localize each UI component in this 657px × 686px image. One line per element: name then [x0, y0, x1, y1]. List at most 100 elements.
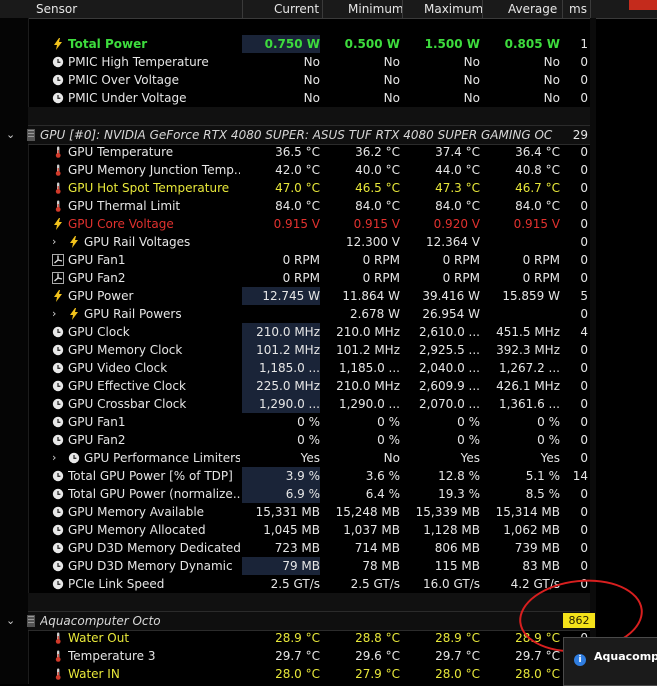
sensor-label: GPU Fan2 — [68, 433, 126, 447]
subgroup-row[interactable]: › GPU Rail Powers 2.678 W 26.954 W 0 — [28, 305, 590, 323]
sensor-label: GPU Performance Limiters — [84, 451, 240, 465]
avg-value-cell: 40.8 °C — [515, 163, 560, 177]
max-value-cell: 12.364 V — [425, 235, 480, 249]
sensor-row[interactable]: GPU D3D Memory Dynamic 79 MB 78 MB 115 MB 83… — [28, 557, 590, 575]
sensor-row[interactable]: PMIC High Temperature No No No No 0 — [28, 53, 590, 71]
bolt-icon — [52, 218, 64, 230]
thermometer-icon — [52, 182, 64, 194]
clock-icon — [52, 578, 64, 590]
ms-cell: 0 — [580, 271, 588, 285]
min-value-cell: 101.2 MHz — [336, 343, 400, 357]
polling-badge: 862 — [563, 613, 595, 628]
column-maximum[interactable]: Maximum — [424, 2, 484, 16]
sensor-row[interactable]: PMIC Under Voltage No No No No 0 — [28, 89, 590, 107]
scrollbar[interactable] — [590, 18, 596, 684]
column-sensor[interactable]: Sensor — [36, 2, 78, 16]
clock-icon — [52, 488, 64, 500]
cur-value-cell: 3.9 % — [242, 467, 320, 485]
max-value-cell: 115 MB — [434, 559, 480, 573]
sensor-label: GPU Hot Spot Temperature — [68, 181, 230, 195]
cur-value-cell: 225.0 MHz — [242, 377, 320, 395]
min-value-cell: 11.864 W — [342, 289, 400, 303]
sensor-row[interactable]: GPU Memory Available 15,331 MB 15,248 MB 15… — [28, 503, 590, 521]
sensor-row[interactable]: GPU Fan1 0 % 0 % 0 % 0 % 0 — [28, 413, 590, 431]
column-ms[interactable]: ms — [569, 2, 587, 16]
min-value-cell: 0 % — [377, 415, 400, 429]
sensor-row[interactable]: GPU Fan1 0 RPM 0 RPM 0 RPM 0 RPM 0 — [28, 251, 590, 269]
sensor-row[interactable]: GPU Effective Clock 225.0 MHz 210.0 MHz 2,6… — [28, 377, 590, 395]
chevron-right-icon[interactable]: › — [52, 235, 57, 248]
min-value-cell: 46.5 °C — [355, 181, 400, 195]
chevron-right-icon[interactable]: › — [52, 307, 57, 320]
sensor-label: Water IN — [68, 667, 120, 681]
min-value-cell: 1,290.0 ... — [338, 397, 400, 411]
sensor-row[interactable]: GPU Fan2 0 % 0 % 0 % 0 % 0 — [28, 431, 590, 449]
subgroup-row[interactable]: › GPU Performance Limiters Yes No Yes Yes 0 — [28, 449, 590, 467]
group-row[interactable]: ⌄ GPU [#0]: NVIDIA GeForce RTX 4080 SUPER… — [6, 125, 590, 145]
sensor-row[interactable]: GPU Core Voltage 0.915 V 0.915 V 0.920 V 0.9… — [28, 215, 590, 233]
ms-cell: 14 — [572, 469, 588, 483]
sensor-row[interactable]: GPU Temperature 36.5 °C 36.2 °C 37.4 °C 36.4… — [28, 143, 590, 161]
sensor-row[interactable]: GPU Memory Clock 101.2 MHz 101.2 MHz 2,925.… — [28, 341, 590, 359]
min-value-cell: 1,037 MB — [343, 523, 400, 537]
min-value-cell: 12.300 V — [345, 235, 400, 249]
column-average[interactable]: Average — [508, 2, 558, 16]
sensor-row[interactable]: GPU Crossbar Clock 1,290.0 ... 1,290.0 ...… — [28, 395, 590, 413]
avg-value-cell: 28.9 °C — [515, 631, 560, 645]
sensor-row[interactable]: GPU Clock 210.0 MHz 210.0 MHz 2,610.0 ... 45… — [28, 323, 590, 341]
avg-value-cell: No — [543, 91, 560, 105]
sensor-row[interactable]: GPU Memory Junction Temp... 42.0 °C 40.0 °… — [28, 161, 590, 179]
chevron-down-icon[interactable]: ⌄ — [6, 128, 16, 141]
group-row[interactable]: ⌄ Aquacomputer Octo — [6, 611, 590, 631]
cur-value-cell: 0 % — [297, 433, 320, 447]
close-button[interactable] — [629, 0, 657, 10]
avg-value-cell: 392.3 MHz — [496, 343, 560, 357]
sensor-row[interactable]: PCIe Link Speed 2.5 GT/s 2.5 GT/s 16.0 GT/s… — [28, 575, 590, 593]
avg-value-cell: 8.5 % — [525, 487, 560, 501]
sensor-label: PCIe Link Speed — [68, 577, 165, 591]
ms-cell: 0 — [580, 145, 588, 159]
sensor-row[interactable]: GPU Thermal Limit 84.0 °C 84.0 °C 84.0 °C 84… — [28, 197, 590, 215]
clock-icon — [52, 326, 64, 338]
ms-cell: 0 — [580, 73, 588, 87]
sensor-label: GPU Fan1 — [68, 253, 126, 267]
thermometer-icon — [52, 668, 64, 680]
sensor-label: GPU Crossbar Clock — [68, 397, 187, 411]
ms-cell: 0 — [580, 505, 588, 519]
clock-icon — [52, 398, 64, 410]
sensor-row[interactable]: Temperature 3 29.7 °C 29.6 °C 29.7 °C 29.7 °… — [28, 647, 590, 665]
sensor-row[interactable]: PMIC Over Voltage No No No No 0 — [28, 71, 590, 89]
info-icon: i — [574, 654, 586, 666]
chevron-right-icon[interactable]: › — [52, 451, 57, 464]
sensor-label: GPU Core Voltage — [68, 217, 174, 231]
sensor-row[interactable]: GPU D3D Memory Dedicated 723 MB 714 MB 806 … — [28, 539, 590, 557]
sensor-row[interactable]: GPU Power 12.745 W 11.864 W 39.416 W 15.859 … — [28, 287, 590, 305]
cur-value-cell: 84.0 °C — [275, 199, 320, 213]
sensor-row[interactable]: GPU Video Clock 1,185.0 ... 1,185.0 ... 2,0… — [28, 359, 590, 377]
sensor-row[interactable]: Total GPU Power [% of TDP] 3.9 % 3.6 % 12.8… — [28, 467, 590, 485]
sensor-row[interactable]: Total GPU Power (normalize... 6.9 % 6.4 % 1… — [28, 485, 590, 503]
ms-cell: 0 — [580, 379, 588, 393]
thermometer-icon — [52, 164, 64, 176]
column-current[interactable]: Current — [274, 2, 320, 16]
sensor-row[interactable]: Total Power 0.750 W 0.500 W 1.500 W 0.805 W 1 — [28, 35, 590, 53]
cur-value-cell: 28.0 °C — [275, 667, 320, 681]
sensor-row[interactable]: GPU Hot Spot Temperature 47.0 °C 46.5 °C 47… — [28, 179, 590, 197]
clock-icon — [52, 56, 64, 68]
sensor-row[interactable]: GPU Fan2 0 RPM 0 RPM 0 RPM 0 RPM 0 — [28, 269, 590, 287]
cur-value-cell: 1,185.0 ... — [242, 359, 320, 377]
subgroup-row[interactable]: › GPU Rail Voltages 12.300 V 12.364 V 0 — [28, 233, 590, 251]
chevron-down-icon[interactable]: ⌄ — [6, 614, 16, 627]
min-value-cell: 40.0 °C — [355, 163, 400, 177]
max-value-cell: Yes — [460, 451, 480, 465]
sensor-row[interactable]: GPU Memory Allocated 1,045 MB 1,037 MB 1,12… — [28, 521, 590, 539]
column-header-row: Sensor Current Minimum Maximum Average m… — [0, 0, 657, 19]
device-icon — [26, 129, 38, 141]
column-minimum[interactable]: Minimum — [348, 2, 404, 16]
max-value-cell: 0.920 V — [433, 217, 480, 231]
sensor-label: GPU Memory Junction Temp... — [68, 163, 240, 177]
min-value-cell: 6.4 % — [365, 487, 400, 501]
